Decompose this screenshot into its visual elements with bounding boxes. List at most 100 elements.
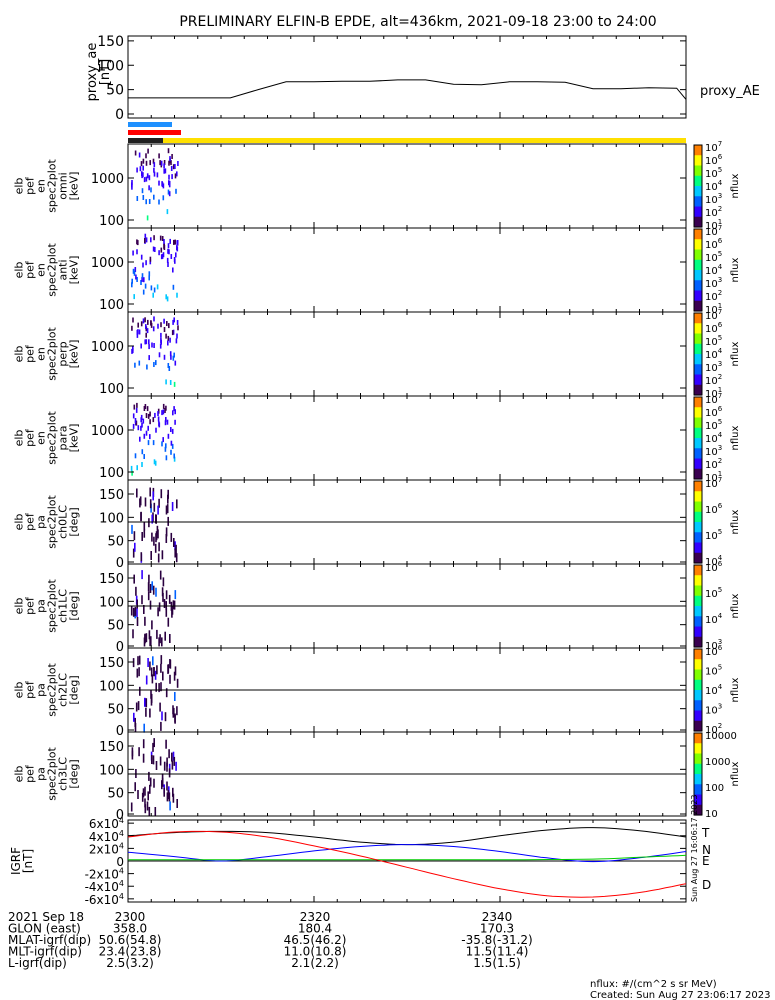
colorbar-cell: [694, 173, 702, 177]
colorbar-cell: [694, 706, 702, 710]
xaxis-row-value: 2.5(3.2): [106, 956, 154, 970]
heatmap-cell: [169, 674, 171, 684]
heatmap-cell: [151, 674, 154, 684]
colorbar-cell: [694, 685, 702, 689]
colorbar-cell: [694, 710, 702, 714]
colorbar-cell: [694, 743, 702, 746]
heatmap-cell: [153, 343, 155, 348]
heatmap-cell: [140, 280, 142, 285]
heatmap-cell: [141, 188, 144, 194]
heatmap-cell: [165, 379, 167, 385]
y-tick-label: 1000: [91, 172, 124, 187]
heatmap-cell: [141, 276, 143, 282]
colorbar-cell: [694, 259, 702, 263]
colorbar-cell: [694, 554, 702, 558]
heatmap-cell: [149, 259, 152, 265]
heatmap-cell: [144, 233, 147, 239]
heatmap-cell: [148, 355, 150, 361]
heatmap-cell: [174, 173, 177, 179]
heatmap-cell: [153, 536, 155, 546]
colorbar-cell: [694, 810, 702, 814]
y-tick-label: 150: [99, 488, 124, 503]
colorbar-tick: 102: [705, 457, 722, 471]
heatmap-cell: [133, 712, 135, 722]
heatmap-cell: [131, 470, 133, 476]
heatmap-cell: [144, 317, 146, 323]
heatmap-cell: [141, 171, 143, 177]
colorbar-cell: [694, 628, 702, 632]
colorbar-cell: [694, 290, 702, 294]
heatmap-cell: [163, 239, 165, 244]
colorbar-cell: [694, 460, 702, 464]
colorbar-cell: [694, 556, 702, 560]
heatmap-cell: [142, 739, 145, 749]
heatmap-cell: [167, 189, 170, 195]
y-tick-label: 50: [107, 535, 124, 550]
colorbar-cell: [694, 476, 702, 480]
heatmap-cell: [145, 153, 147, 159]
heatmap-cell: [160, 339, 162, 345]
colorbar-cell: [694, 372, 702, 376]
heatmap-cell: [149, 487, 151, 497]
colorbar-cell: [694, 560, 702, 564]
heatmap-cell: [173, 381, 176, 387]
colorbar-cell: [694, 147, 702, 150]
heatmap-cell: [136, 277, 138, 282]
colorbar-cell: [694, 806, 702, 810]
xaxis-row-value: 2.1(2.2): [291, 956, 339, 970]
heatmap-cell: [160, 682, 162, 692]
colorbar-cell: [694, 540, 702, 544]
heatmap-cell: [169, 238, 171, 244]
colorbar-cell: [694, 601, 702, 605]
colorbar-cell: [694, 433, 702, 437]
heatmap-cell: [144, 804, 147, 814]
xaxis-row-label: GLON (east): [8, 922, 81, 936]
heatmap-cell: [155, 682, 157, 692]
heatmap-cell: [134, 150, 137, 156]
colorbar-label: nflux: [730, 677, 741, 702]
y-axis-label: IGRF[nT]: [9, 847, 35, 875]
colorbar-cell: [694, 218, 702, 222]
colorbar-cell: [694, 145, 702, 148]
y-tick-label: 50: [106, 83, 124, 99]
heatmap-cell: [164, 420, 167, 426]
y-axis-label-line: [keV]: [67, 424, 80, 453]
colorbar-cell: [694, 755, 702, 759]
colorbar-tick: 105: [705, 528, 722, 542]
colorbar-anti: [693, 228, 703, 312]
bar-blue: [128, 122, 172, 127]
heatmap-cell: [168, 160, 170, 166]
y-axis-label-line: pa: [34, 683, 47, 697]
panel-ch2LC: 050100150elbpefpaspec2plotch2LC[deg]1021…: [12, 644, 741, 739]
heatmap-cell: [143, 521, 146, 531]
y-tick-label: 1000: [91, 340, 124, 355]
colorbar-cell: [694, 690, 702, 693]
y-tick-label: 1000: [91, 424, 124, 439]
colorbar-cell: [694, 399, 702, 402]
colorbar-cell: [694, 655, 702, 658]
bar-red: [128, 130, 181, 135]
heatmap-cell: [130, 802, 133, 812]
colorbar-tick: 104: [705, 683, 723, 697]
panel-para: 1001000elbpefenspec2plotpara[keV]1011021…: [12, 392, 741, 484]
colorbar-cell: [694, 493, 702, 496]
heatmap-cell: [173, 257, 176, 262]
legend-igrf-N: N: [702, 843, 711, 857]
heatmap-cell: [157, 323, 159, 329]
colorbar-tick: 100: [705, 783, 724, 794]
heatmap-cell: [150, 667, 153, 677]
heatmap-cell: [147, 791, 149, 801]
colorbar-cell: [694, 403, 702, 406]
heatmap-cell: [169, 351, 172, 357]
heatmap-cell: [172, 793, 175, 803]
colorbar-cell: [694, 323, 702, 326]
colorbar-cell: [694, 421, 702, 425]
heatmap-cell: [165, 417, 167, 422]
colorbar-cell: [694, 190, 702, 193]
colorbar-cell: [694, 696, 702, 699]
heatmap-cell: [144, 497, 147, 507]
panel-omni: 1001000elbpefenspec2plotomni[keV]1011021…: [12, 140, 741, 232]
